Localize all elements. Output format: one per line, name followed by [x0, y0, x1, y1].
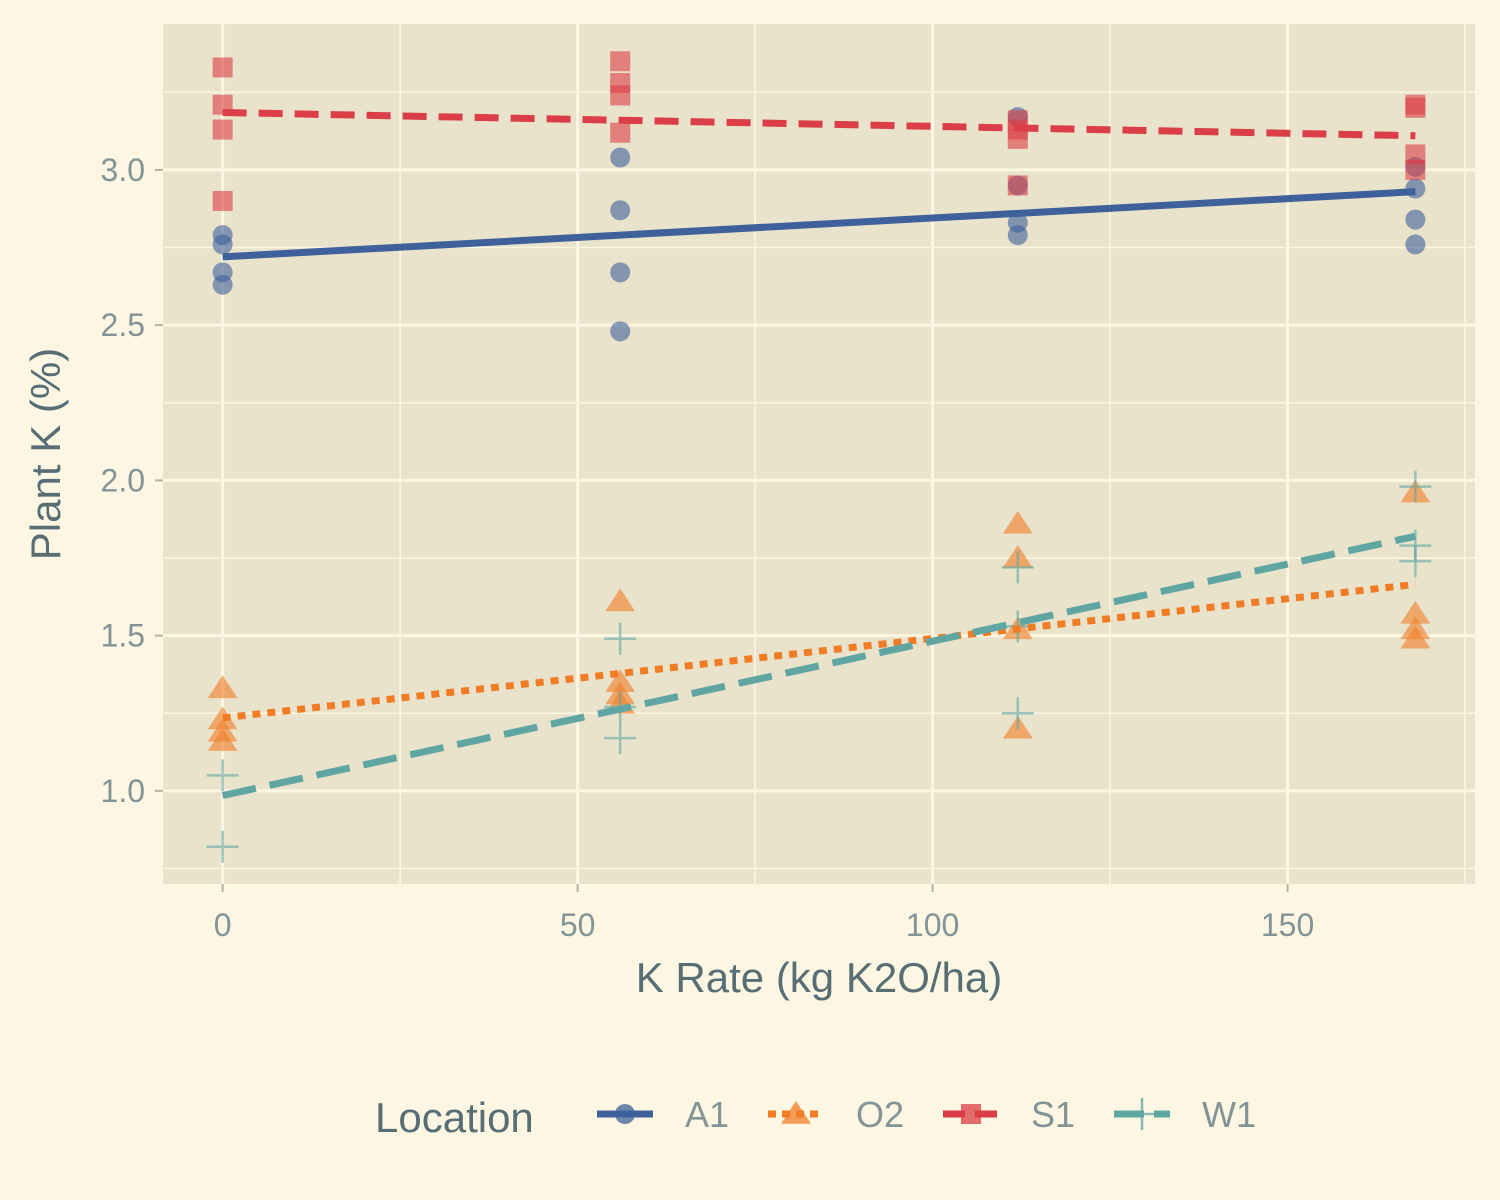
y-axis-title: Plant K (%) [22, 348, 69, 560]
y-tick-label: 1.0 [101, 773, 145, 809]
data-point-s1 [1405, 144, 1426, 165]
legend-item-o2: O2 [768, 1094, 904, 1135]
data-point-s1 [610, 122, 631, 143]
data-point-a1 [610, 262, 631, 283]
x-tick-label: 100 [906, 907, 959, 943]
data-point-a1 [212, 234, 233, 255]
x-tick-label: 50 [560, 907, 596, 943]
data-point-w1 [206, 830, 239, 863]
data-point-a1 [610, 321, 631, 342]
legend-key-marker [615, 1104, 635, 1124]
legend-item-a1: A1 [597, 1094, 729, 1135]
legend-label: W1 [1202, 1094, 1256, 1135]
y-tick-label: 1.5 [101, 618, 145, 654]
x-axis-ticks: 0 50 100 150 [214, 884, 1314, 943]
y-tick-label: 2.0 [101, 462, 145, 498]
y-axis-ticks: 1.0 1.5 2.0 2.5 3.0 [101, 152, 163, 809]
data-point-w1 [1001, 551, 1034, 584]
data-point-s1 [1405, 97, 1426, 118]
data-point-a1 [610, 147, 631, 168]
data-points [206, 51, 1432, 863]
data-point-s1 [1405, 159, 1426, 180]
data-point-o2 [1002, 510, 1033, 534]
trend-lines [221, 108, 1417, 799]
data-point-s1 [212, 119, 233, 140]
data-point-s1 [610, 85, 631, 106]
data-point-o2 [605, 588, 636, 612]
data-point-a1 [212, 274, 233, 295]
data-point-s1 [1007, 128, 1028, 149]
x-axis-title: K Rate (kg K2O/ha) [636, 954, 1003, 1001]
data-point-s1 [1007, 175, 1028, 196]
legend-label: A1 [685, 1094, 729, 1135]
data-point-a1 [1405, 234, 1426, 255]
data-point-w1 [1001, 697, 1034, 730]
data-point-w1 [1399, 470, 1432, 503]
legend-key-marker [1126, 1098, 1158, 1130]
trend-line-a1 [222, 188, 1416, 261]
data-point-a1 [1405, 209, 1426, 230]
data-point-o2 [605, 669, 636, 692]
data-point-w1 [604, 622, 637, 655]
data-point-w1 [206, 759, 239, 792]
data-point-a1 [610, 200, 631, 221]
y-tick-label: 3.0 [101, 152, 145, 188]
legend-items: A1 O2 S1 W1 [597, 1094, 1256, 1135]
trend-line-w1 [221, 532, 1417, 799]
data-point-s1 [212, 190, 233, 211]
trend-line-o2 [222, 580, 1416, 722]
data-point-a1 [1007, 225, 1028, 246]
legend-key-marker [781, 1101, 811, 1124]
data-point-w1 [1399, 545, 1432, 578]
legend-key-marker [961, 1104, 981, 1124]
plot-panel [163, 24, 1475, 884]
legend-item-w1: W1 [1114, 1094, 1256, 1135]
data-point-s1 [610, 51, 631, 72]
legend-label: O2 [856, 1094, 904, 1135]
legend-item-s1: S1 [943, 1094, 1075, 1135]
data-point-w1 [604, 722, 637, 755]
legend-title: Location [375, 1094, 534, 1141]
data-point-o2 [207, 728, 238, 751]
data-point-o2 [1400, 600, 1431, 624]
y-tick-label: 2.5 [101, 307, 145, 343]
data-point-s1 [212, 57, 233, 78]
data-point-o2 [207, 675, 238, 699]
x-tick-label: 150 [1261, 907, 1314, 943]
trend-line-s1 [222, 108, 1416, 140]
x-tick-label: 0 [214, 907, 232, 943]
legend-label: S1 [1031, 1094, 1075, 1135]
legend: Location A1 O2 S1 W1 [375, 1094, 1256, 1141]
data-point-o2 [1400, 625, 1431, 649]
